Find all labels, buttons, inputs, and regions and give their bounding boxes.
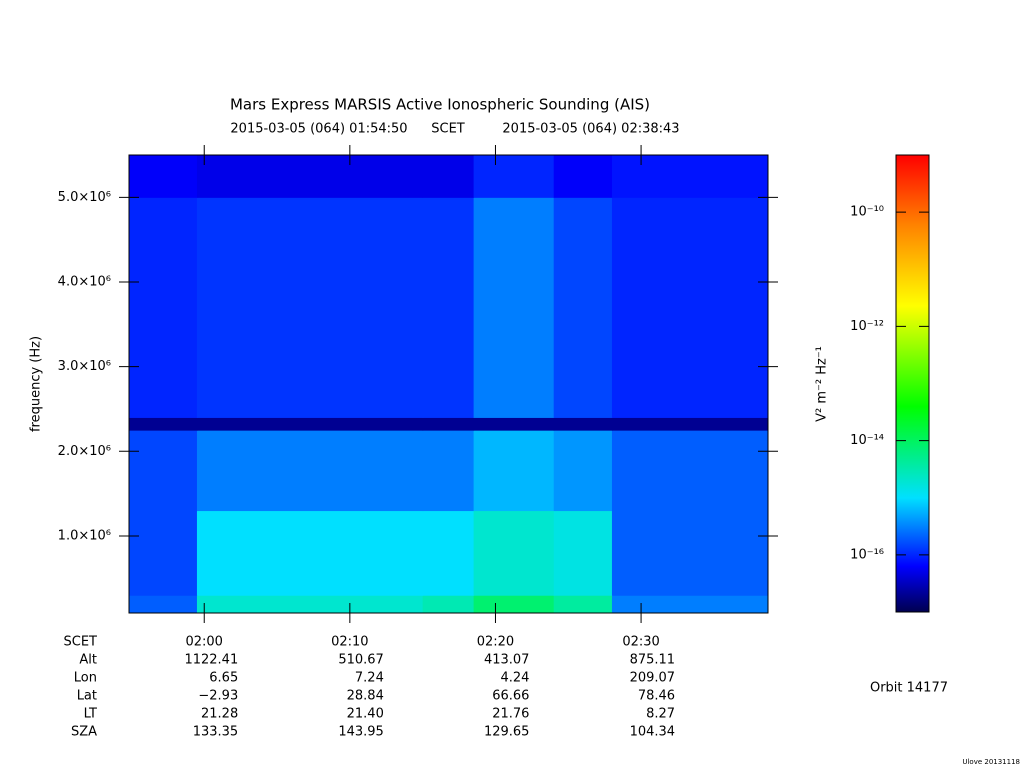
heatmap-cell (553, 430, 613, 512)
heatmap-cell (611, 430, 769, 512)
heatmap-cell (611, 417, 769, 431)
heatmap-cell (129, 417, 198, 431)
ephemeris-label: LT (84, 707, 97, 722)
heatmap-cell (196, 155, 424, 198)
heatmap-cell (473, 510, 555, 596)
heatmap-cell (553, 197, 613, 418)
start-time: 2015-03-05 (064) 01:54:50 (230, 122, 407, 137)
heatmap-cell (129, 510, 198, 596)
end-time: 2015-03-05 (064) 02:38:43 (502, 122, 679, 137)
heatmap-cell (611, 510, 769, 596)
heatmap-cell (553, 510, 613, 596)
colorbar-tick-label: 10⁻¹⁴ (850, 433, 884, 448)
ephemeris-value: 6.65 (209, 671, 238, 686)
heatmap-cell (129, 595, 198, 614)
plot-frame (128, 154, 769, 614)
ephemeris-label: SZA (71, 725, 97, 740)
ephemeris-value: 4.24 (501, 671, 530, 686)
heatmap-cell (129, 197, 198, 418)
orbit: Orbit 14177 (870, 681, 948, 696)
y-tick-label: 2.0×10⁶ (58, 444, 111, 459)
ephemeris-value: 28.84 (347, 689, 384, 704)
x-tick-label: 02:20 (477, 635, 514, 650)
ephemeris-label: Lon (74, 671, 97, 686)
x-tick-label: 02:30 (622, 635, 659, 650)
heatmap-cell (473, 155, 555, 198)
ephemeris-value: 413.07 (484, 653, 530, 668)
colorbar-label: V² m⁻² Hz⁻¹ (815, 346, 830, 422)
footer: Ulove 20131118 (962, 758, 1020, 766)
ephemeris-label: Lat (77, 689, 97, 704)
ephemeris-value: 129.65 (484, 725, 530, 740)
heatmap-cell (553, 155, 613, 198)
ephemeris-value: 21.28 (201, 707, 238, 722)
heatmap-cell (422, 430, 475, 512)
heatmap-cell (611, 595, 769, 614)
heatmap-cell (129, 155, 198, 198)
heatmap-cell (473, 595, 555, 614)
chart-title: Mars Express MARSIS Active Ionospheric S… (230, 96, 650, 114)
colorbar-tick-label: 10⁻¹⁰ (850, 205, 884, 220)
heatmap-cell (196, 197, 424, 418)
ephemeris-value: −2.93 (198, 689, 238, 704)
ephemeris-value: 21.40 (347, 707, 384, 722)
heatmap-cell (196, 595, 424, 614)
ephemeris-value: 66.66 (492, 689, 529, 704)
heatmap-cell (196, 510, 424, 596)
x-tick-label: 02:10 (331, 635, 368, 650)
heatmap-cell (473, 417, 555, 431)
colorbar-tick-label: 10⁻¹⁶ (850, 547, 884, 562)
y-axis-label: frequency (Hz) (29, 336, 44, 432)
ephemeris-value: 875.11 (630, 653, 676, 668)
heatmap-cell (553, 417, 613, 431)
colorbar (895, 154, 930, 613)
heatmap-cell (422, 417, 475, 431)
ephemeris-value: 510.67 (338, 653, 384, 668)
ephemeris-value: 1122.41 (184, 653, 238, 668)
colorbar-tick-label: 10⁻¹² (850, 319, 884, 334)
heatmap-cell (473, 430, 555, 512)
ephemeris-value: 21.76 (492, 707, 529, 722)
ephemeris-value: 78.46 (638, 689, 675, 704)
y-tick-label: 4.0×10⁶ (58, 274, 111, 289)
heatmap-cell (196, 417, 424, 431)
ephemeris-value: 209.07 (630, 671, 676, 686)
heatmap-cell (422, 197, 475, 418)
heatmap-cell (422, 595, 475, 614)
ephemeris-value: 104.34 (630, 725, 676, 740)
heatmap-cell (422, 510, 475, 596)
heatmap-cell (611, 155, 769, 198)
ephemeris-label: Alt (79, 653, 97, 668)
y-tick-label: 3.0×10⁶ (58, 359, 111, 374)
heatmap-cell (553, 595, 613, 614)
time-label: SCET (431, 122, 465, 137)
x-axis-label: SCET (64, 635, 98, 650)
x-tick-label: 02:00 (185, 635, 222, 650)
heatmap-cell (129, 430, 198, 512)
ephemeris-value: 143.95 (338, 725, 384, 740)
ephemeris-value: 7.24 (355, 671, 384, 686)
heatmap-cell (611, 197, 769, 418)
y-tick-label: 5.0×10⁶ (58, 190, 111, 205)
heatmap-cell (422, 155, 475, 198)
y-tick-label: 1.0×10⁶ (58, 528, 111, 543)
heatmap-cell (473, 197, 555, 418)
ephemeris-value: 8.27 (646, 707, 675, 722)
ephemeris-value: 133.35 (193, 725, 239, 740)
heatmap-cell (196, 430, 424, 512)
